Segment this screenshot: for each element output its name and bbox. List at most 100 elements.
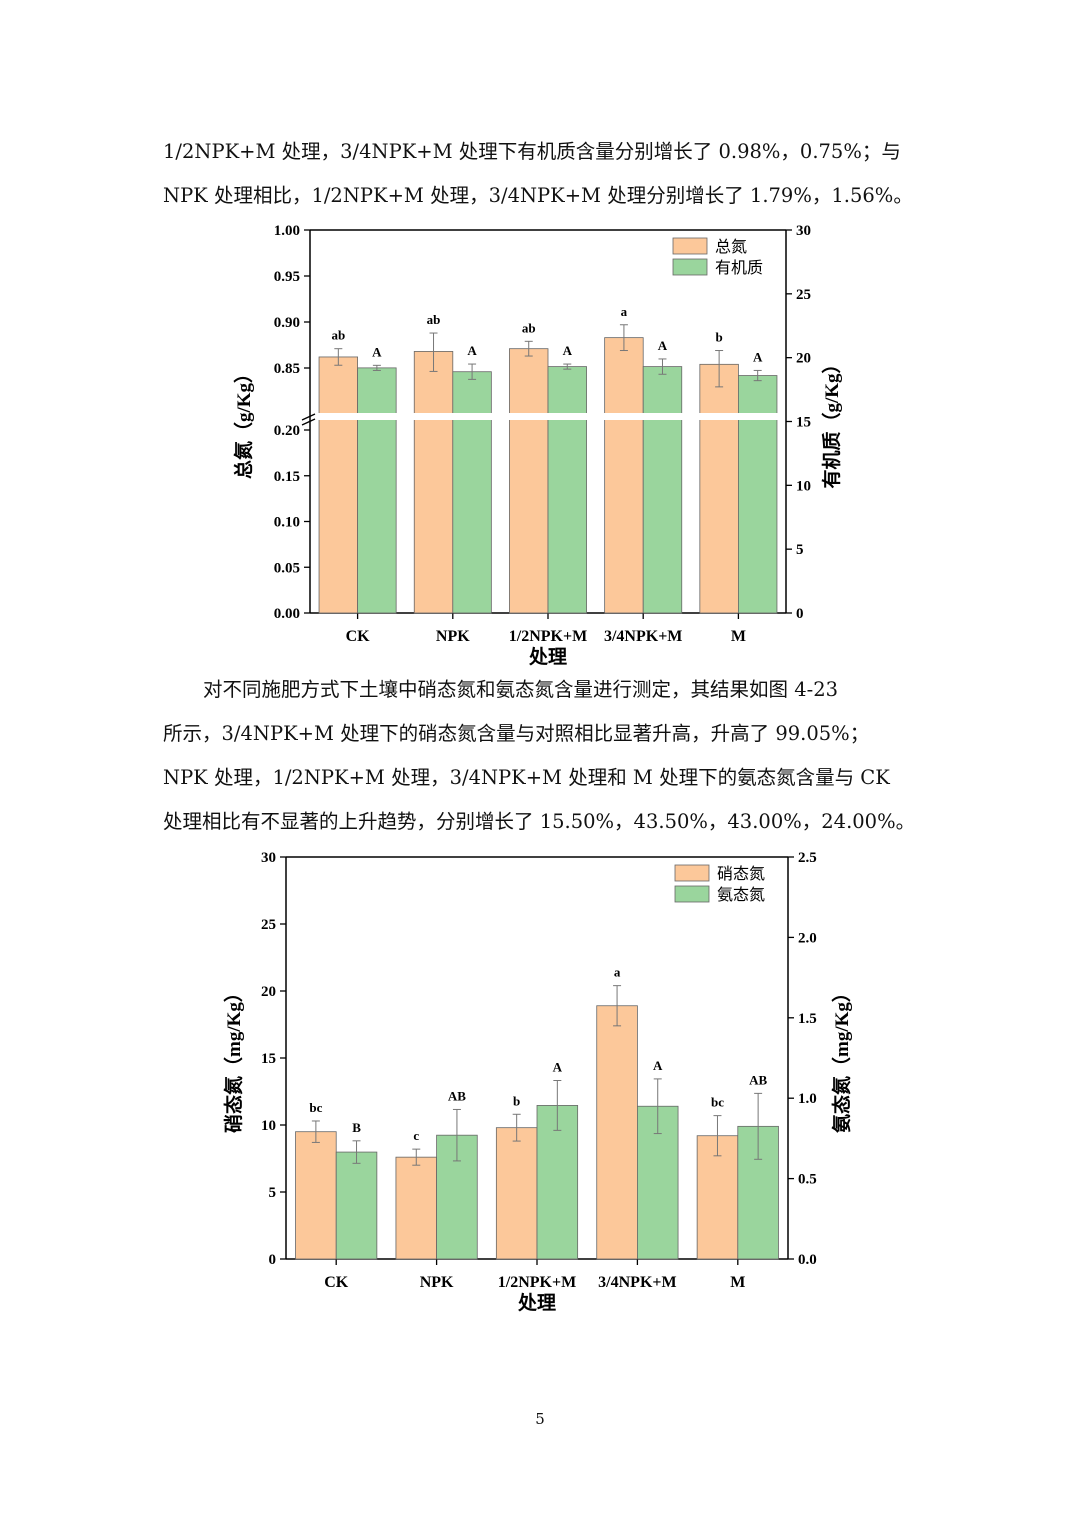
legend-swatch <box>672 258 708 276</box>
bar-硝态氮 <box>395 1156 437 1260</box>
left-tick-label: 30 <box>261 850 276 866</box>
bar-硝态氮 <box>295 1131 337 1260</box>
bar-总氮 <box>413 351 454 614</box>
text-line: 处理相比有不显著的上升趋势，分别增长了 15.50%，43.50%，43.00%… <box>163 810 916 833</box>
right-tick-label: 2.5 <box>798 850 817 866</box>
significance-label: A <box>553 1060 563 1075</box>
x-axis-title: 处理 <box>528 645 567 668</box>
bar-有机质 <box>452 371 492 614</box>
left-tick-label: 20 <box>261 984 276 1000</box>
right-tick-label: 5 <box>796 542 804 558</box>
category-label: CK <box>346 628 371 645</box>
significance-label: ab <box>331 328 345 343</box>
legend-swatch <box>674 864 710 882</box>
left-tick-label: 1.00 <box>274 223 300 239</box>
left-tick-label: 25 <box>261 917 276 933</box>
right-tick-label: 0.0 <box>798 1252 817 1268</box>
x-axis-title: 处理 <box>517 1291 556 1314</box>
legend-swatch <box>674 885 710 903</box>
significance-label: A <box>753 349 763 364</box>
significance-label: bc <box>711 1095 724 1110</box>
right-axis-title: 有机质（g/Kg） <box>820 354 843 488</box>
right-tick-label: 25 <box>796 287 811 303</box>
text-line: 1/2NPK+M 处理，3/4NPK+M 处理下有机质含量分别增长了 0.98%… <box>163 140 901 163</box>
right-tick-label: 0.5 <box>798 1172 817 1188</box>
significance-label: a <box>621 304 628 319</box>
significance-label: bc <box>309 1100 322 1115</box>
left-tick-label: 5 <box>269 1185 277 1201</box>
left-tick-label: 0.95 <box>274 269 300 285</box>
category-label: 1/2NPK+M <box>498 1274 576 1291</box>
significance-label: a <box>614 965 621 980</box>
category-label: M <box>731 628 746 645</box>
legend-label: 硝态氮 <box>717 864 765 883</box>
text-line: 对不同施肥方式下土壤中硝态氮和氨态氮含量进行测定，其结果如图 4-23 <box>203 678 839 701</box>
left-tick-label: 0.00 <box>274 606 300 622</box>
left-tick-label: 0 <box>269 1252 277 1268</box>
category-label: 1/2NPK+M <box>509 628 587 645</box>
right-tick-label: 1.5 <box>798 1011 817 1027</box>
paragraph-top: 1/2NPK+M 处理，3/4NPK+M 处理下有机质含量分别增长了 0.98%… <box>163 130 923 218</box>
significance-label: A <box>563 343 573 358</box>
axis-break-gap <box>312 413 784 420</box>
right-tick-label: 1.0 <box>798 1091 817 1107</box>
significance-label: AB <box>448 1088 466 1103</box>
bar-氨态氮 <box>536 1105 579 1260</box>
left-tick-label: 0.05 <box>274 560 300 576</box>
left-tick-label: 0.85 <box>274 361 300 377</box>
significance-label: A <box>658 338 668 353</box>
paragraph-middle: 对不同施肥方式下土壤中硝态氮和氨态氮含量进行测定，其结果如图 4-23 所示，3… <box>163 668 923 844</box>
axis-break-mark <box>301 418 316 426</box>
right-tick-label: 30 <box>796 223 811 239</box>
text-line: 所示，3/4NPK+M 处理下的硝态氮含量与对照相比显著升高，升高了 99.05… <box>163 722 870 745</box>
left-tick-label: 0.15 <box>274 469 300 485</box>
bar-总氮 <box>699 363 739 614</box>
right-axis-title: 氨态氮（mg/Kg） <box>830 983 853 1133</box>
bar-总氮 <box>604 337 644 614</box>
bar-硝态氮 <box>596 1005 638 1260</box>
legend-label: 总氮 <box>715 237 747 256</box>
chart-nitrate-ammonium: 0 5 10 15 20 25 30 0.0 0.5 1.0 1.5 2.0 2.5 CK bc B NPK c A… <box>222 850 853 1314</box>
category-label: CK <box>324 1274 349 1291</box>
significance-label: B <box>352 1120 361 1135</box>
left-axis-title: 硝态氮（mg/Kg） <box>222 983 245 1133</box>
chart-total-nitrogen-organic-matter: 0.00 0.05 0.10 0.15 0.20 0.85 0.90 0.95 1.00 0 5 10… <box>232 223 843 668</box>
category-label: NPK <box>420 1274 454 1291</box>
page-number: 5 <box>535 1410 545 1428</box>
category-label: 3/4NPK+M <box>604 628 682 645</box>
text-line: NPK 处理，1/2NPK+M 处理，3/4NPK+M 处理和 M 处理下的氨态… <box>163 766 890 789</box>
text-line: NPK 处理相比，1/2NPK+M 处理，3/4NPK+M 处理分别增长了 1.… <box>163 184 913 207</box>
bar-氨态氮 <box>335 1151 378 1260</box>
significance-label: A <box>653 1058 663 1073</box>
right-tick-label: 20 <box>796 351 811 367</box>
significance-label: AB <box>749 1072 767 1087</box>
category-label: M <box>730 1274 745 1291</box>
left-tick-label: 10 <box>261 1118 276 1134</box>
legend-swatch <box>672 237 708 255</box>
significance-label: ab <box>427 312 441 327</box>
significance-label: c <box>413 1128 419 1143</box>
category-label: NPK <box>436 628 470 645</box>
category-label: 3/4NPK+M <box>598 1274 676 1291</box>
left-tick-label: 0.90 <box>274 315 300 331</box>
significance-label: A <box>372 344 382 359</box>
left-tick-label: 0.20 <box>274 423 300 439</box>
right-tick-label: 10 <box>796 478 811 494</box>
left-tick-label: 15 <box>261 1051 276 1067</box>
legend-label: 氨态氮 <box>717 885 765 904</box>
left-tick-label: 0.10 <box>274 515 300 531</box>
significance-label: b <box>513 1093 520 1108</box>
axis-break-mark <box>301 413 316 421</box>
right-tick-label: 15 <box>796 415 811 431</box>
significance-label: b <box>716 330 723 345</box>
bar-有机质 <box>547 366 587 614</box>
bar-有机质 <box>357 367 397 614</box>
right-tick-label: 2.0 <box>798 930 817 946</box>
bar-硝态氮 <box>495 1127 538 1260</box>
significance-label: A <box>467 343 477 358</box>
right-tick-label: 0 <box>796 606 804 622</box>
legend-label: 有机质 <box>715 258 763 277</box>
left-axis-title: 总氮（g/Kg） <box>232 364 255 479</box>
significance-label: ab <box>522 320 536 335</box>
bar-总氮 <box>318 356 359 614</box>
